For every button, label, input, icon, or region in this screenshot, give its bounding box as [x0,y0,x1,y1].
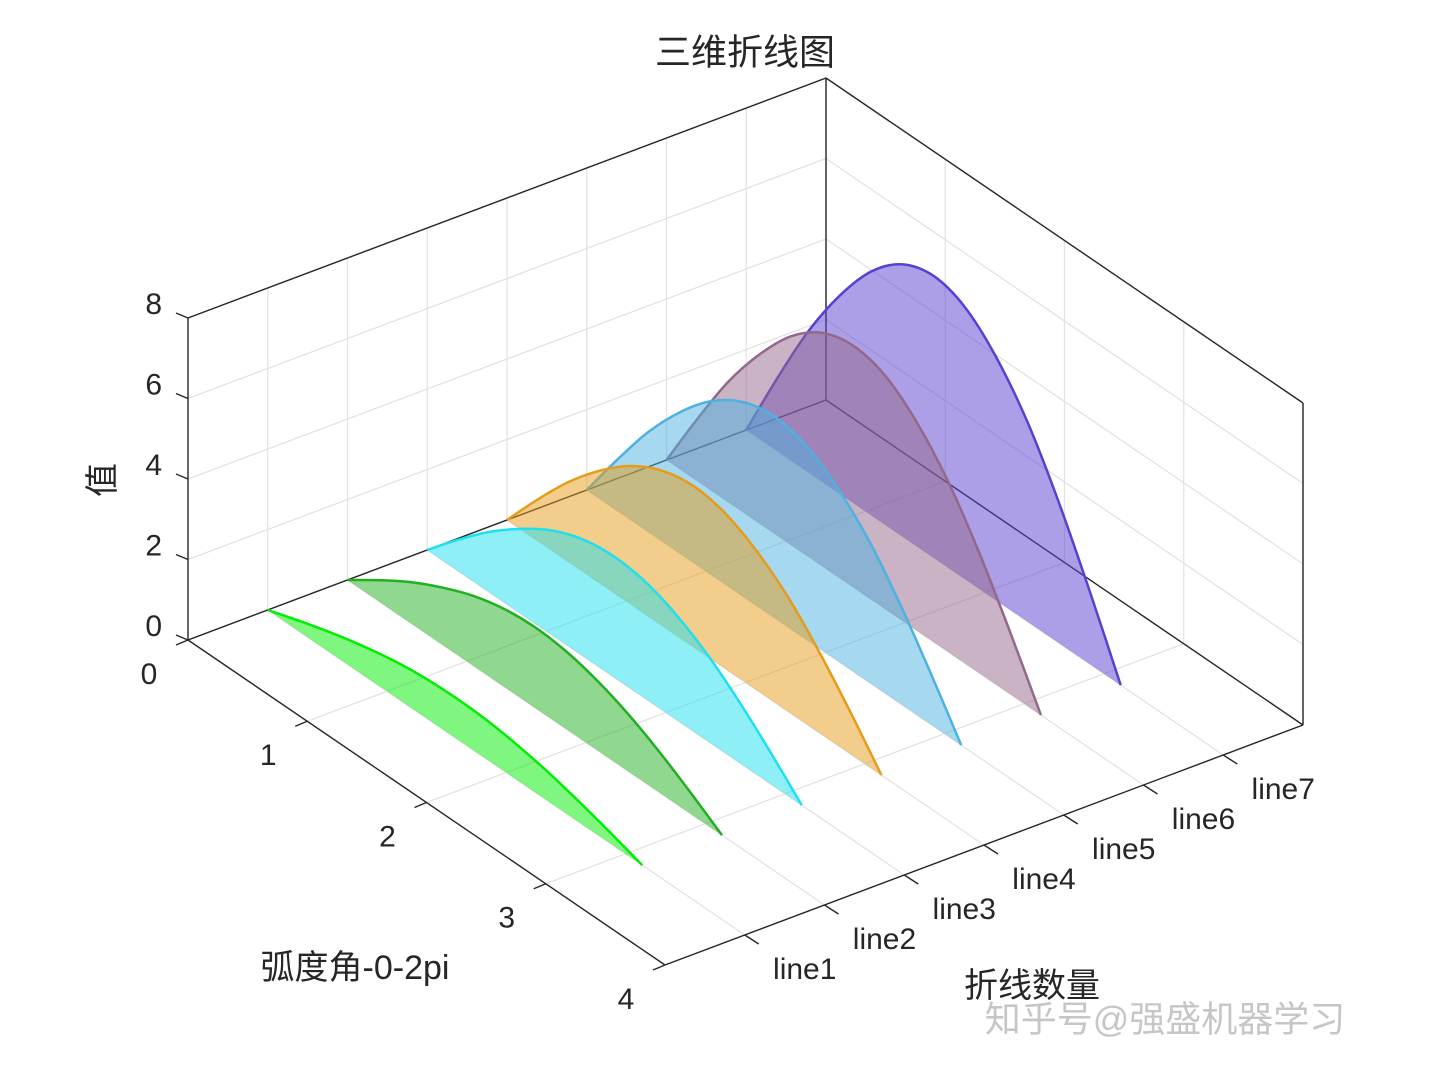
line [585,398,963,746]
x-tick-label: 2 [379,820,396,853]
ribbon-fill [427,528,802,806]
line [267,608,644,867]
grid-line [825,157,1304,485]
x-tick [294,720,308,727]
line [745,262,1122,686]
line [426,527,803,806]
y-tick [1143,784,1158,795]
y-tick-label: line5 [1092,833,1155,866]
x-tick [533,883,547,890]
y-tick-label: line3 [933,893,996,926]
line [665,331,1043,716]
z-tick [175,473,189,480]
x-tick [414,801,427,809]
z-tick-label: 2 [145,529,162,562]
y-axis-label: 折线数量 [964,967,1100,1005]
x-tick-label: 4 [618,983,635,1016]
y-tick [824,904,839,915]
y-tick-label: line7 [1252,773,1315,806]
grid-line [187,238,827,480]
y-tick-label: line6 [1172,803,1235,836]
line [506,464,883,776]
ribbon-fill [507,466,882,776]
y-tick [1222,754,1238,765]
y-tick [983,844,999,855]
z-axis-label: 值 [84,463,122,497]
x-tick-label: 0 [141,658,158,691]
ribbon-fill [347,579,722,836]
y-tick-label: line1 [773,953,836,986]
watermark: 知乎号@强盛机器学习 [985,999,1346,1040]
x-tick-label: 3 [498,902,515,935]
y-tick-label: line4 [1012,863,1075,896]
grid-line [187,157,827,400]
axis-edge [825,77,1304,404]
z-tick-label: 4 [145,449,162,482]
x-tick-label: 1 [260,739,277,772]
grid-line [187,318,827,561]
axis-edge [187,77,827,319]
y-tick-label: line2 [853,923,916,956]
x-tick [652,964,666,971]
y-tick [744,934,760,945]
z-tick [175,392,189,400]
y-tick [1063,814,1079,825]
z-tick [175,553,189,561]
z-tick-label: 8 [145,288,162,321]
z-tick-label: 0 [145,610,162,643]
z-tick [175,312,189,319]
z-tick [175,634,189,641]
x-tick [175,639,189,646]
chart-title: 三维折线图 [655,32,835,73]
z-tick-label: 6 [145,368,162,401]
line [347,578,723,836]
y-tick [903,874,919,885]
x-axis-label: 弧度角-0-2pi [261,949,450,987]
ribbon-fill [267,610,643,866]
